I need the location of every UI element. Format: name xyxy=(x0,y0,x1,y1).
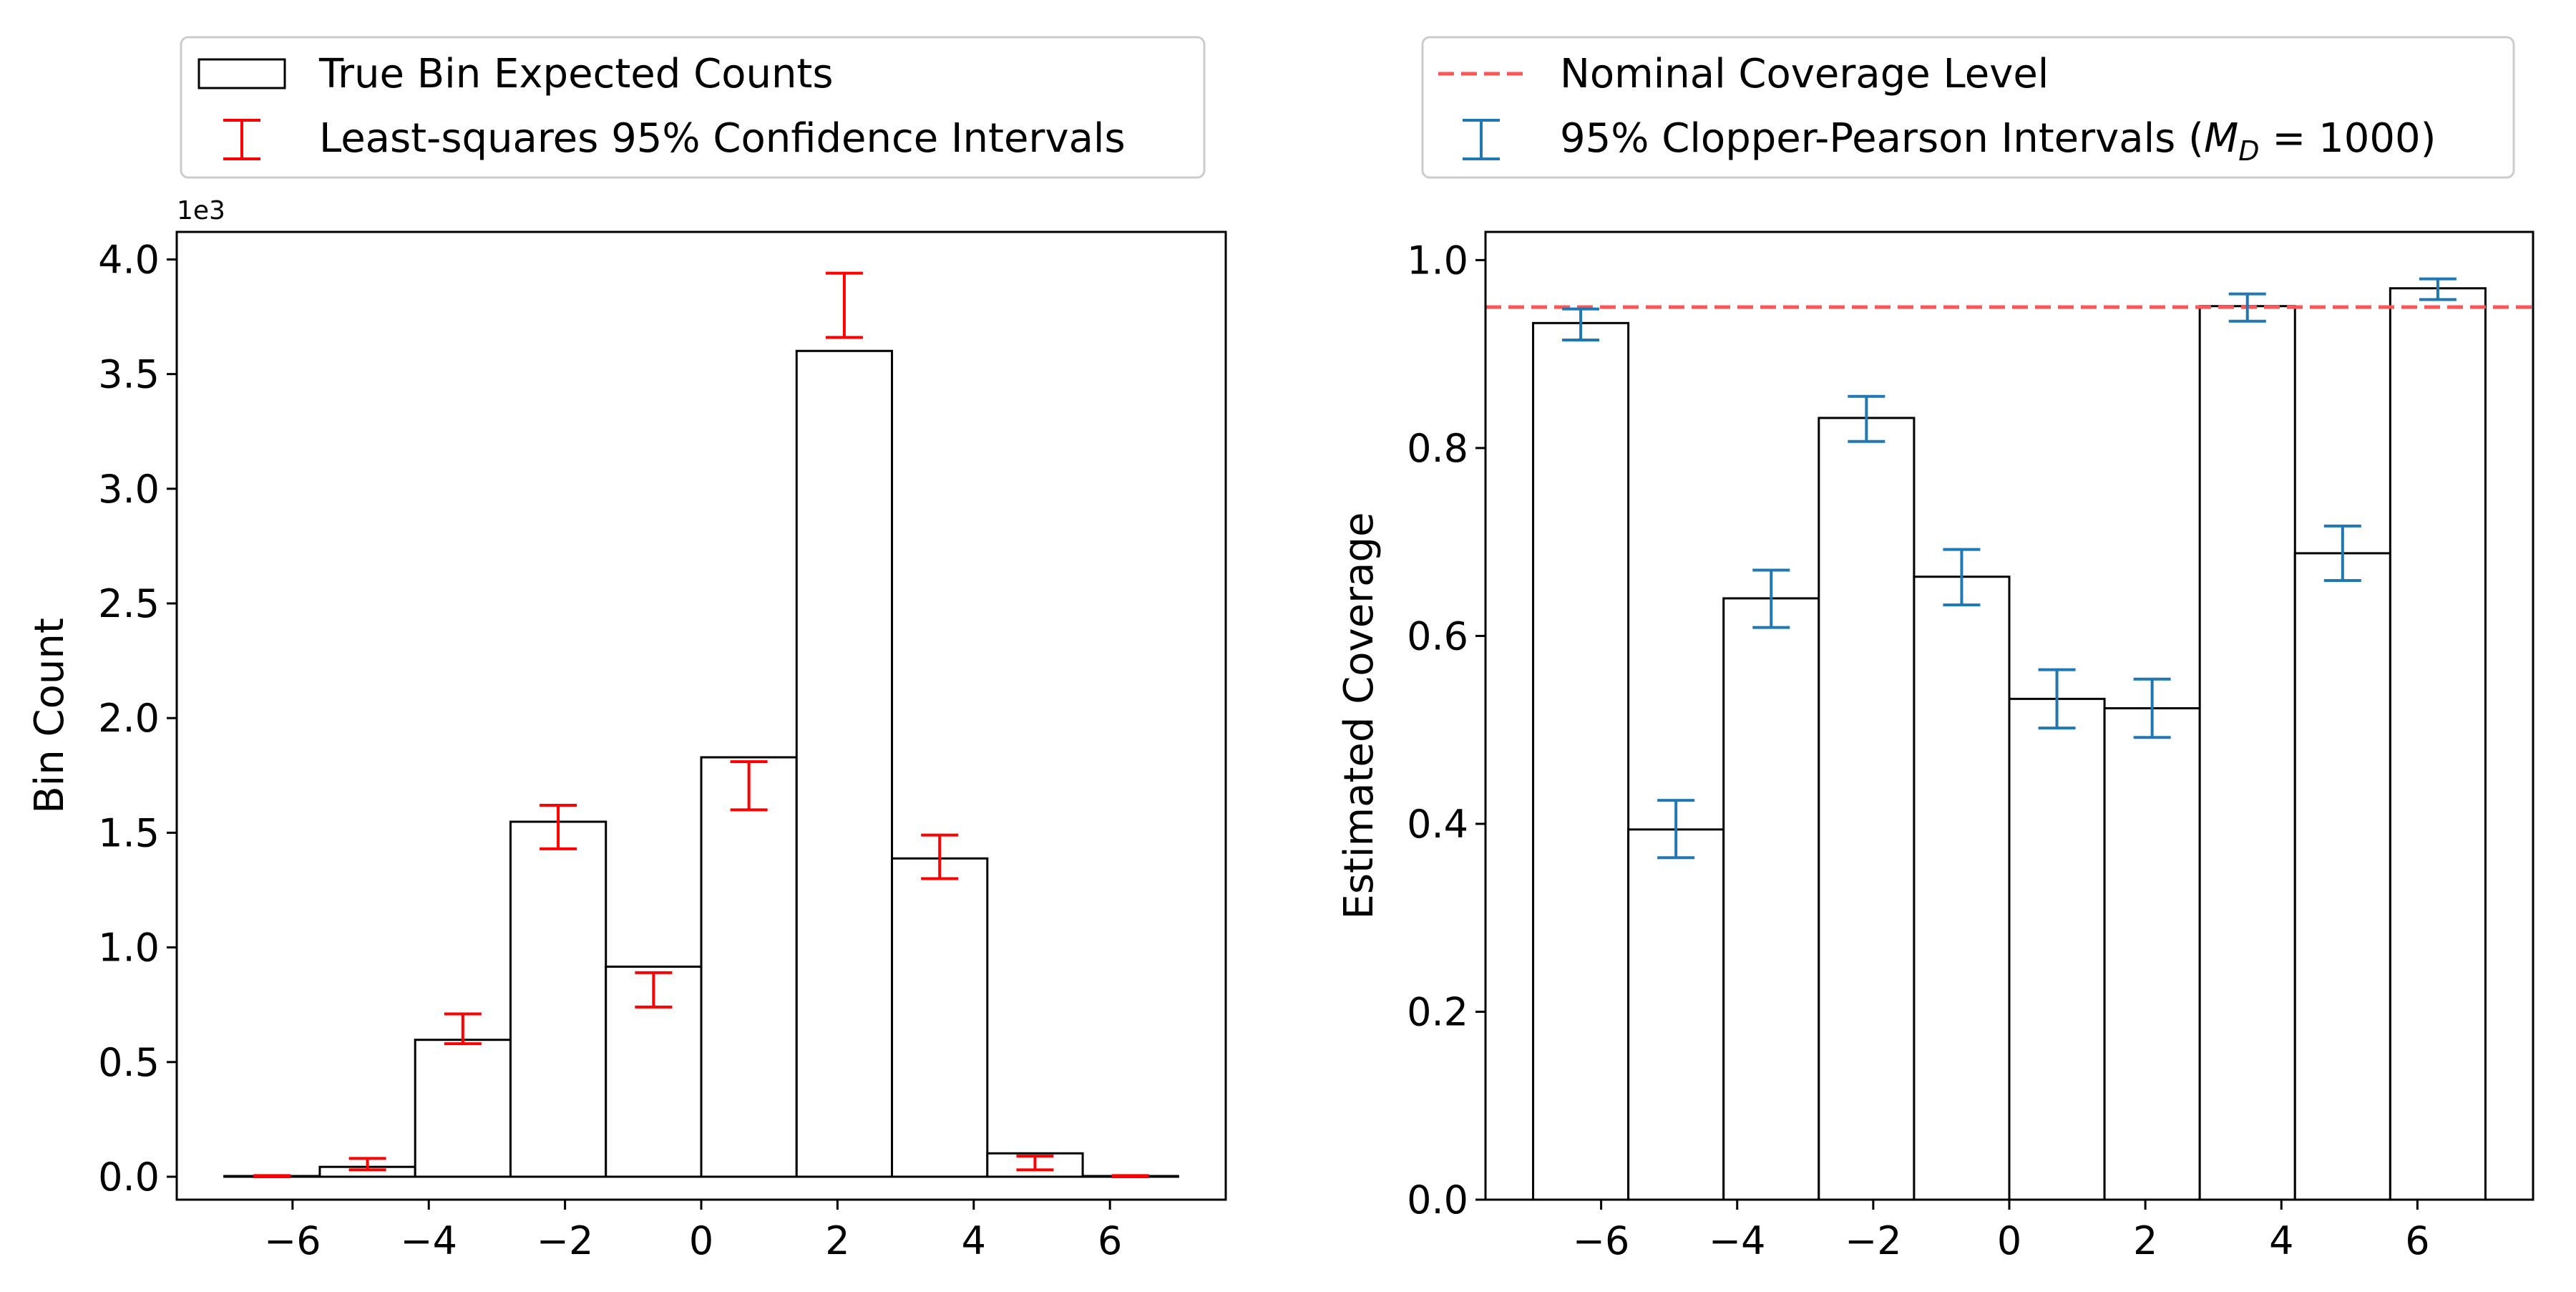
x-tick-label: 6 xyxy=(1098,1218,1122,1263)
bar-1-8 xyxy=(2293,552,2391,1201)
y-tick-label: 1.0 xyxy=(1407,238,1468,283)
bar-0-7 xyxy=(891,857,989,1178)
x-tick-label: 2 xyxy=(2133,1218,2157,1263)
y-tick-label: 4.0 xyxy=(98,237,160,282)
right-error-bars xyxy=(1562,277,2457,860)
error-bar-0-2 xyxy=(444,1012,482,1046)
x-tick-label: −2 xyxy=(1845,1218,1902,1263)
bar-1-4 xyxy=(1913,575,2011,1201)
x-tick-label: −4 xyxy=(1709,1218,1766,1263)
right-bars xyxy=(1532,287,2487,1201)
bar-1-6 xyxy=(2103,706,2201,1201)
left-bars xyxy=(223,349,1179,1178)
x-tick-label: −6 xyxy=(1573,1218,1630,1263)
x-tick-label: 6 xyxy=(2405,1218,2429,1263)
left-legend: True Bin Expected Counts Least-squares 9… xyxy=(180,36,1206,179)
y-tick-label: 0.0 xyxy=(98,1155,160,1200)
y-tick-label: 1.0 xyxy=(98,926,160,971)
left-legend-label-ci: Least-squares 95% Confidence Intervals xyxy=(319,115,1126,162)
x-tick-label: 0 xyxy=(1997,1218,2021,1263)
left-legend-errorbar-swatch xyxy=(223,119,260,160)
left-y-ticks: 0.0 0.5 1.0 1.5 2.0 2.5 3.0 3.5 4.0 xyxy=(98,237,177,1200)
error-bar-1-9 xyxy=(2419,277,2457,301)
y-tick-label: 0.5 xyxy=(98,1040,160,1085)
left-legend-label-counts: True Bin Expected Counts xyxy=(318,51,834,97)
x-tick-label: −6 xyxy=(264,1218,321,1263)
error-bar-1-1 xyxy=(1657,799,1695,860)
x-tick-label: −4 xyxy=(400,1218,457,1263)
x-tick-label: 4 xyxy=(962,1218,986,1263)
bar-1-2 xyxy=(1722,597,1820,1201)
y-tick-label: 3.5 xyxy=(98,352,160,397)
error-bar-0-5 xyxy=(730,760,768,812)
error-bar-0-7 xyxy=(921,833,959,880)
left-legend-box xyxy=(180,36,1206,179)
error-bar-1-3 xyxy=(1848,394,1885,443)
error-bar-0-9 xyxy=(1111,1174,1149,1178)
y-tick-label: 0.2 xyxy=(1407,989,1468,1034)
error-bar-0-1 xyxy=(348,1157,386,1172)
bar-1-1 xyxy=(1627,828,1725,1201)
bar-1-3 xyxy=(1818,417,1916,1201)
error-bar-1-5 xyxy=(2038,668,2076,730)
error-bar-1-4 xyxy=(1943,548,1981,607)
error-bar-0-8 xyxy=(1016,1155,1054,1172)
left-y-offset-text: 1e3 xyxy=(177,196,225,225)
y-tick-label: 2.5 xyxy=(98,581,160,626)
left-error-bars xyxy=(253,271,1149,1178)
error-bar-1-8 xyxy=(2323,524,2361,582)
right-legend-box xyxy=(1421,36,2515,179)
left-legend-bar-swatch xyxy=(197,58,286,89)
y-tick-label: 0.4 xyxy=(1407,802,1468,847)
y-tick-label: 0.0 xyxy=(1407,1177,1468,1223)
y-tick-label: 1.5 xyxy=(98,810,160,855)
x-tick-label: −2 xyxy=(537,1218,594,1263)
bar-1-5 xyxy=(2008,697,2106,1201)
right-chart: 0.0 0.2 0.4 0.6 0.8 1.0 −6 −4 −2 0 2 4 6 Estimated … xyxy=(1336,36,2534,1263)
y-tick-label: 0.8 xyxy=(1407,426,1468,471)
error-bar-1-2 xyxy=(1752,568,1790,629)
right-x-ticks: −6 −4 −2 0 2 4 6 xyxy=(1573,1200,2430,1263)
right-legend-errorbar-swatch xyxy=(1463,119,1500,160)
bar-0-6 xyxy=(795,349,894,1178)
bar-1-7 xyxy=(2198,305,2296,1201)
error-bar-0-4 xyxy=(635,971,673,1009)
left-chart: 0.0 0.5 1.0 1.5 2.0 2.5 3.0 3.5 4.0 −6 −4 −2 0 2 4 6 1… xyxy=(26,36,1227,1263)
y-tick-label: 3.0 xyxy=(98,467,160,512)
bar-1-9 xyxy=(2389,287,2487,1201)
right-legend-label-nominal: Nominal Coverage Level xyxy=(1560,51,2049,97)
x-tick-label: 4 xyxy=(2269,1218,2293,1263)
bar-0-5 xyxy=(700,756,798,1178)
x-tick-label: 2 xyxy=(825,1218,849,1263)
bar-0-2 xyxy=(414,1039,512,1178)
error-bar-0-3 xyxy=(540,803,577,850)
y-tick-label: 2.0 xyxy=(98,696,160,741)
bar-0-3 xyxy=(509,820,608,1178)
x-tick-label: 0 xyxy=(689,1218,713,1263)
right-legend: Nominal Coverage Level 95% Clopper-Pears… xyxy=(1421,36,2515,179)
right-legend-label-cp: 95% Clopper-Pearson Intervals (MD = 1000… xyxy=(1560,115,2436,167)
y-tick-label: 0.6 xyxy=(1407,613,1468,659)
left-y-axis-label: Bin Count xyxy=(26,618,73,814)
error-bar-1-7 xyxy=(2228,292,2266,323)
error-bar-0-6 xyxy=(825,271,863,339)
bar-1-0 xyxy=(1532,321,1630,1201)
error-bar-1-6 xyxy=(2133,677,2171,739)
right-y-axis-label: Estimated Coverage xyxy=(1336,513,1382,920)
error-bar-0-0 xyxy=(253,1174,291,1178)
right-y-ticks: 0.0 0.2 0.4 0.6 0.8 1.0 xyxy=(1407,238,1485,1223)
left-x-ticks: −6 −4 −2 0 2 4 6 xyxy=(264,1200,1122,1263)
error-bar-1-0 xyxy=(1562,307,1600,341)
